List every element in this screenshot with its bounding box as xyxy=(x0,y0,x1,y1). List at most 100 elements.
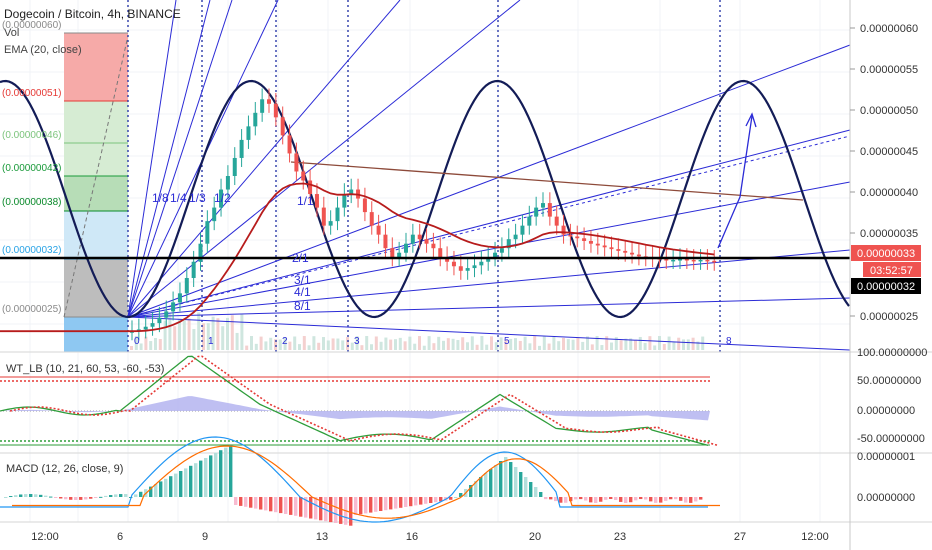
volume-bar xyxy=(413,343,417,350)
macd-hist-bar xyxy=(379,497,383,511)
time-axis[interactable]: 12:00 6 9 13 16 20 23 27 12:00 xyxy=(31,531,829,543)
candle-body xyxy=(678,259,682,261)
candle-body xyxy=(184,277,189,294)
wt-tick-label: -50.00000000 xyxy=(857,433,925,445)
line-price-tag xyxy=(851,278,921,294)
volume-bar xyxy=(682,339,685,350)
volume-bar xyxy=(672,341,676,350)
volume-bar xyxy=(538,345,541,350)
volume-bar xyxy=(211,316,215,350)
volume-bar xyxy=(437,336,441,350)
candle-body xyxy=(417,234,422,240)
macd-hist-bar xyxy=(4,497,8,498)
candle-body xyxy=(212,207,217,222)
macd-hist-bar xyxy=(124,494,128,497)
macd-hist-bar xyxy=(699,497,703,500)
price-axis[interactable]: 0.00000060 0.00000055 0.00000050 0.00000045… xyxy=(850,23,918,323)
macd-hist-bar xyxy=(469,485,473,497)
gann-fan-label: 1/2 xyxy=(214,191,231,205)
volume-bar xyxy=(595,336,599,350)
candle-body xyxy=(616,249,621,251)
volume-bar xyxy=(509,338,513,350)
macd-panel[interactable] xyxy=(0,436,720,526)
candle-body xyxy=(458,266,463,271)
candle-body xyxy=(150,323,155,327)
candle-body xyxy=(314,194,319,208)
macd-hist-bar xyxy=(179,471,183,497)
wt-tick-label: 0.00000000 xyxy=(857,405,915,417)
candle-body xyxy=(342,194,347,208)
volume-bar xyxy=(648,336,652,350)
volume-bar xyxy=(542,336,546,350)
time-tick-label: 27 xyxy=(734,531,746,543)
candle-body xyxy=(362,198,367,213)
fib-retracement[interactable] xyxy=(63,32,129,352)
candle-body xyxy=(472,265,477,269)
sine-wave-cycle[interactable] xyxy=(0,79,850,319)
macd-hist-bar xyxy=(94,497,98,498)
price-tick-label: 0.00000035 xyxy=(860,228,918,240)
volume-bar xyxy=(331,338,335,350)
ema-line xyxy=(0,182,715,333)
projection-arrow[interactable] xyxy=(717,112,757,249)
volume-bar xyxy=(562,337,565,350)
fib-time-labels: 0 1 2 3 5 8 xyxy=(134,336,732,347)
macd-hist-bar xyxy=(29,494,33,497)
macd-hist-bar xyxy=(44,495,48,497)
macd-hist-bar xyxy=(559,497,563,503)
candle-body xyxy=(260,99,265,113)
fib-time-zones[interactable] xyxy=(127,0,721,352)
volume-bar xyxy=(355,336,359,350)
macd-hist-bar xyxy=(454,497,458,498)
candle-body xyxy=(225,176,230,190)
candle-body xyxy=(486,257,491,262)
macd-hist-bar xyxy=(114,494,118,497)
candle-body xyxy=(465,268,470,271)
candle-body xyxy=(431,243,436,249)
macd-hist-bar xyxy=(149,486,153,497)
candle-body xyxy=(499,248,504,253)
volume-bar xyxy=(581,341,585,350)
volume-bar xyxy=(221,326,225,350)
candle-body xyxy=(698,259,703,262)
wt-axis: 100.00000000 50.00000000 0.00000000 -50.000… xyxy=(857,347,927,445)
volume-bar xyxy=(490,336,493,350)
gann-fan-label: 1/8 xyxy=(152,191,169,205)
macd-hist-bar xyxy=(309,497,313,519)
gann-fan[interactable] xyxy=(127,0,851,351)
gann-fan-line xyxy=(127,249,851,318)
volume-bar xyxy=(576,337,580,350)
candle-body xyxy=(376,225,381,235)
gann-fan-label: 1/1 xyxy=(297,194,314,208)
volume-bar xyxy=(451,338,455,350)
macd-hist-bar xyxy=(74,497,78,500)
wt-tick-label: 50.00000000 xyxy=(857,375,921,387)
macd-hist-bar xyxy=(19,494,23,497)
wt-lb-panel[interactable] xyxy=(0,355,719,447)
macd-hist-bar xyxy=(279,497,283,514)
gann-fan-line xyxy=(127,135,851,318)
macd-tick-label: 0.00000001 xyxy=(857,451,915,463)
candle-body xyxy=(301,171,306,181)
candle-body xyxy=(568,234,573,237)
candle-body xyxy=(712,260,717,263)
gann-fan-line xyxy=(127,0,401,318)
macd-hist-bar xyxy=(99,496,103,498)
macd-hist-bar xyxy=(404,497,408,507)
volume-bar xyxy=(403,341,407,350)
candle-body xyxy=(582,238,587,241)
macd-hist-bar xyxy=(269,497,273,512)
macd-hist-bar xyxy=(204,458,208,497)
candle-body xyxy=(520,225,525,235)
candle-body xyxy=(335,207,340,222)
volume-bar xyxy=(494,342,498,350)
gann-fan-line xyxy=(127,0,233,318)
macd-hist-bar xyxy=(69,497,73,500)
volume-bar xyxy=(614,337,618,350)
volume-bar xyxy=(662,343,666,350)
candle-body xyxy=(410,234,415,244)
descending-trendline[interactable] xyxy=(290,161,804,201)
volume-bar xyxy=(302,336,306,350)
macd-hist-bar xyxy=(54,497,58,498)
